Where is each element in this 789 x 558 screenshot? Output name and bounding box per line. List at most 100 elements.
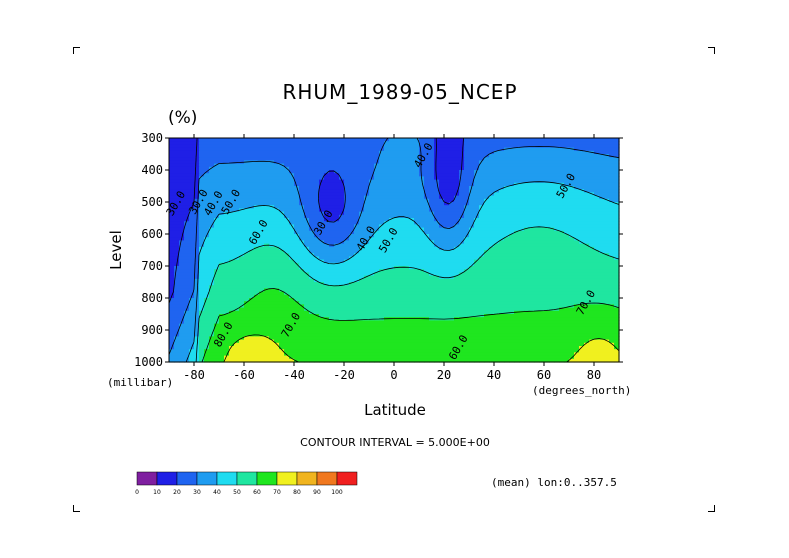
field-cell <box>404 243 410 248</box>
field-cell <box>224 154 230 158</box>
field-cell <box>244 243 250 248</box>
field-cell <box>179 189 185 193</box>
field-cell <box>519 157 525 161</box>
field-cell <box>384 278 390 283</box>
field-cell <box>214 218 220 222</box>
field-cell <box>584 144 590 149</box>
field-cell <box>414 163 420 168</box>
field-cell <box>459 154 465 158</box>
field-cell <box>454 227 460 232</box>
field-cell <box>514 234 520 238</box>
field-cell <box>569 269 575 273</box>
field-cell <box>344 250 350 254</box>
field-cell <box>559 272 565 277</box>
field-cell <box>609 147 615 152</box>
field-cell <box>489 141 495 145</box>
field-cell <box>504 173 510 177</box>
field-cell <box>274 198 280 203</box>
field-cell <box>284 246 290 251</box>
field-cell <box>514 288 520 293</box>
field-cell <box>184 291 190 296</box>
field-cell <box>554 218 560 222</box>
field-cell <box>309 224 315 229</box>
field-cell <box>479 150 485 155</box>
field-cell <box>219 310 225 315</box>
field-cell <box>269 237 275 241</box>
field-cell <box>499 221 505 225</box>
field-cell <box>334 256 340 261</box>
field-cell <box>529 285 535 289</box>
field-cell <box>309 288 315 293</box>
field-cell <box>174 243 180 248</box>
field-cell <box>589 307 595 312</box>
field-cell <box>499 192 505 197</box>
field-cell <box>259 259 265 264</box>
field-cell <box>384 266 390 270</box>
field-cell <box>344 307 350 312</box>
field-cell <box>219 266 225 270</box>
field-cell <box>389 202 395 206</box>
field-cell <box>444 157 450 161</box>
field-cell <box>594 166 600 171</box>
field-cell <box>169 176 175 181</box>
field-cell <box>269 227 275 232</box>
field-cell <box>189 144 195 149</box>
field-cell <box>274 285 280 289</box>
field-cell <box>184 211 190 216</box>
field-cell <box>604 179 610 184</box>
field-cell <box>404 285 410 289</box>
field-cell <box>529 307 535 312</box>
field-cell <box>514 208 520 213</box>
field-cell <box>199 314 205 318</box>
field-cell <box>254 240 260 245</box>
field-cell <box>209 157 215 161</box>
field-cell <box>284 278 290 283</box>
field-cell <box>439 253 445 257</box>
field-cell <box>294 208 300 213</box>
field-cell <box>504 221 510 225</box>
field-cell <box>274 262 280 267</box>
field-cell <box>514 170 520 174</box>
field-cell <box>499 253 505 257</box>
field-cell <box>519 211 525 216</box>
field-cell <box>554 211 560 216</box>
field-cell <box>304 269 310 273</box>
field-cell <box>539 256 545 261</box>
field-cell <box>214 256 220 261</box>
field-cell <box>479 285 485 289</box>
field-cell <box>484 214 490 219</box>
field-cell <box>219 253 225 257</box>
field-cell <box>354 182 360 187</box>
field-cell <box>329 307 335 312</box>
field-cell <box>334 176 340 181</box>
field-cell <box>584 154 590 158</box>
field-cell <box>409 250 415 254</box>
field-cell <box>219 208 225 213</box>
field-cell <box>194 285 200 289</box>
field-cell <box>439 144 445 149</box>
field-cell <box>204 250 210 254</box>
field-cell <box>259 304 265 309</box>
field-cell <box>399 285 405 289</box>
field-cell <box>344 240 350 245</box>
field-cell <box>369 298 375 302</box>
field-cell <box>554 259 560 264</box>
field-cell <box>414 173 420 177</box>
field-cell <box>329 195 335 200</box>
field-cell <box>339 227 345 232</box>
field-cell <box>329 240 335 245</box>
field-cell <box>579 138 585 142</box>
field-cell <box>439 237 445 241</box>
field-cell <box>394 176 400 181</box>
field-cell <box>244 275 250 280</box>
field-cell <box>279 294 285 299</box>
field-cell <box>249 208 255 213</box>
field-cell <box>209 246 215 251</box>
field-cell <box>484 176 490 181</box>
field-cell <box>499 189 505 193</box>
field-cell <box>444 237 450 241</box>
field-cell <box>174 298 180 302</box>
field-cell <box>414 246 420 251</box>
field-cell <box>204 224 210 229</box>
field-cell <box>224 173 230 177</box>
